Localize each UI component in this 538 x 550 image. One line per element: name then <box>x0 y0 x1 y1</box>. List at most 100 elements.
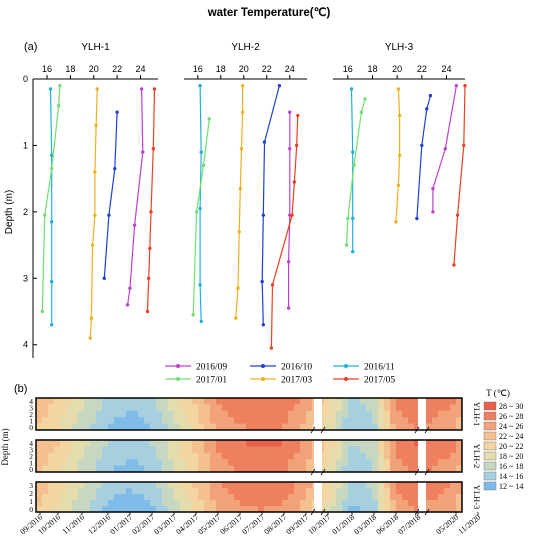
heatmap-cell <box>276 459 283 467</box>
x-tick-label: 24 <box>285 64 295 74</box>
heatmap-cell <box>180 500 187 507</box>
heatmap-cell <box>162 500 169 507</box>
heatmap-cell <box>174 398 181 405</box>
heatmap-cell <box>450 440 457 447</box>
heatmap-cell <box>132 500 139 507</box>
heatmap-cell <box>342 404 349 412</box>
heatmap-cell <box>126 398 133 405</box>
heatmap-cell <box>54 459 61 467</box>
heatmap-cell <box>228 410 235 418</box>
heatmap-cell <box>402 452 409 460</box>
heatmap-cell <box>180 410 187 418</box>
heatmap-cell <box>210 417 217 425</box>
heatmap-cell <box>342 494 349 501</box>
heatmap-cell <box>234 488 241 495</box>
heatmap-cell <box>120 440 127 447</box>
heatmap-cell <box>366 446 373 454</box>
data-point <box>42 213 47 217</box>
heatmap-cell <box>144 446 151 454</box>
heatmap-cell <box>306 410 313 418</box>
heatmap-cell <box>390 410 397 418</box>
heatmap-cell <box>348 506 355 513</box>
heatmap-cell <box>396 459 403 467</box>
heatmap-cell <box>270 488 277 495</box>
colorbar-label: 26 ~ 28 <box>499 412 523 421</box>
data-point <box>201 163 206 168</box>
data-point <box>286 259 291 264</box>
heatmap-cell <box>258 423 265 431</box>
strip-site-label: YLH-1 <box>472 402 482 427</box>
heatmap-cell <box>246 506 253 513</box>
heatmap-cell <box>168 506 175 513</box>
heatmap-cell <box>414 506 421 513</box>
heatmap-cell <box>186 446 193 454</box>
data-point <box>431 186 435 191</box>
time-gap <box>314 397 322 431</box>
heatmap-cell <box>330 410 337 418</box>
heatmap-cell <box>444 500 451 507</box>
heatmap-cell <box>324 440 331 447</box>
heatmap-cell <box>294 404 301 412</box>
heatmap-cell <box>84 440 91 447</box>
heatmap-cell <box>348 404 355 412</box>
data-point <box>240 83 245 88</box>
heatmap-cell <box>192 423 199 431</box>
heatmap-cell <box>150 440 157 447</box>
data-point <box>125 303 130 307</box>
data-point <box>139 87 144 91</box>
heatmap-cell <box>402 398 409 405</box>
heatmap-cell <box>186 398 193 405</box>
data-point <box>351 150 355 154</box>
heatmap-cell <box>90 440 97 447</box>
heatmap-cell <box>366 410 373 418</box>
heatmap-cell <box>240 465 247 473</box>
heatmap-cell <box>348 410 355 418</box>
heatmap-cell <box>366 465 373 473</box>
heatmap-cell <box>180 465 187 473</box>
heatmap-cell <box>372 452 379 460</box>
heatmap-cell <box>288 452 295 460</box>
heatmap-cell <box>264 423 271 431</box>
heatmap-cell <box>108 398 115 405</box>
data-point <box>296 113 300 118</box>
heatmap-cell <box>210 459 217 467</box>
heatmap-cell <box>240 417 247 425</box>
heatmap-cell <box>54 398 61 405</box>
heatmap-cell <box>162 506 169 513</box>
heatmap-cell <box>174 417 181 425</box>
x-tick-label: 07/2018 <box>396 513 422 537</box>
heatmap-cell <box>150 452 157 460</box>
heatmap-cell <box>126 417 133 425</box>
heatmap-cell <box>162 404 169 412</box>
heatmap-cell <box>294 410 301 418</box>
heatmap-cell <box>60 417 67 425</box>
heatmap-cell <box>228 465 235 473</box>
heatmap-cell <box>240 494 247 501</box>
heatmap-cell <box>192 500 199 507</box>
heatmap-cell <box>204 417 211 425</box>
heatmap-cell <box>306 506 313 513</box>
heatmap-cell <box>192 488 199 495</box>
heatmap-cell <box>54 488 61 495</box>
heatmap-cell <box>42 440 49 447</box>
heatmap-cell <box>444 398 451 405</box>
heatmap-cell <box>48 398 55 405</box>
heatmap-cell <box>294 452 301 460</box>
heatmap-cell <box>360 440 367 447</box>
heatmap-cell <box>438 500 445 507</box>
heatmap-cell <box>378 446 385 454</box>
x-tick-label: 24 <box>135 64 145 74</box>
heatmap-cell <box>168 417 175 425</box>
heatmap-cell <box>120 446 127 454</box>
heatmap-cell <box>306 440 313 447</box>
heatmap-cell <box>210 410 217 418</box>
heatmap-cell <box>102 506 109 513</box>
heatmap-cell <box>426 459 433 467</box>
heatmap-cell <box>102 423 109 431</box>
heatmap-cell <box>372 410 379 418</box>
strip-frame <box>35 481 463 513</box>
heatmap-cell <box>72 404 79 412</box>
series-line-2016-09 <box>432 85 457 212</box>
heatmap-cell <box>396 446 403 454</box>
heatmap-cell <box>336 446 343 454</box>
